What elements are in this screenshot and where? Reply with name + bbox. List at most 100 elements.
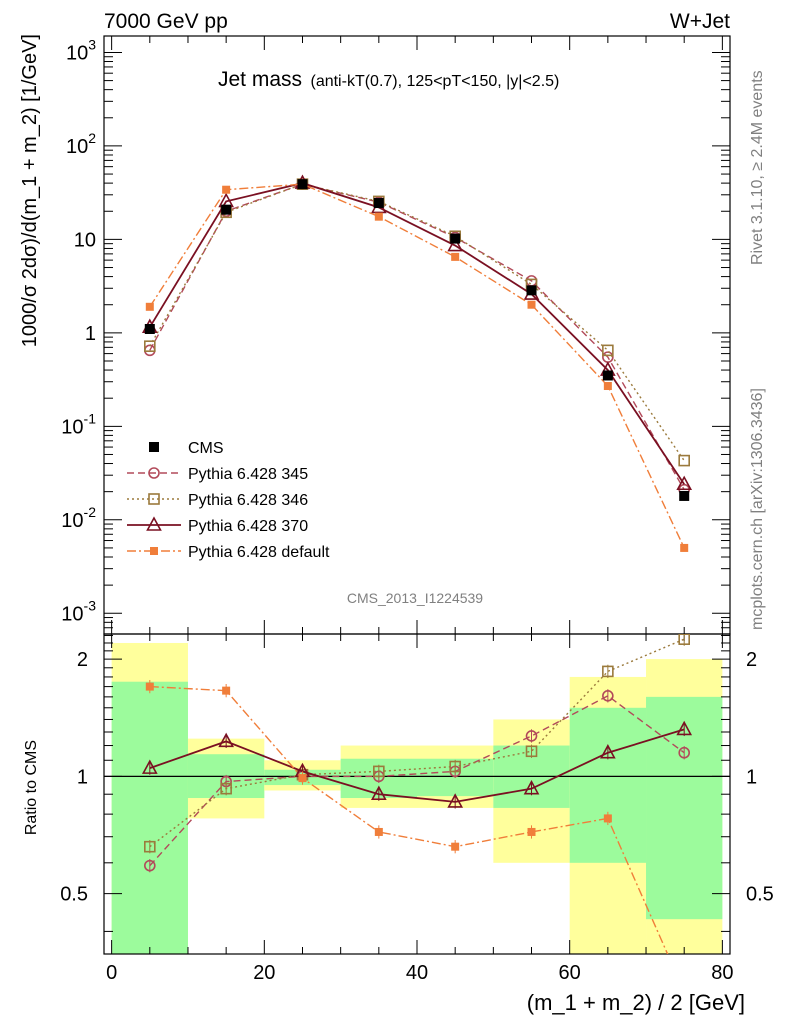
y-tick-base: 10 [61, 510, 83, 532]
cms-marker [297, 179, 308, 190]
x-tick-label: 80 [711, 962, 733, 984]
p370-line [149, 182, 685, 485]
x-tick-label: 20 [253, 962, 275, 984]
y-tick-label: 103 [66, 36, 96, 64]
p346-ratio-line [149, 638, 685, 848]
watermark: CMS_2013_I1224539 [347, 590, 483, 606]
p346-line [149, 183, 685, 461]
x-tick-label: 40 [406, 962, 428, 984]
x-axis-label: (m_1 + m_2) / 2 [GeV] [527, 990, 745, 1015]
pdef-marker [222, 185, 231, 194]
p345-line [149, 183, 685, 491]
header-left: 7000 GeV pp [104, 10, 228, 33]
y-tick-base: 10 [66, 136, 88, 158]
y-tick-label: 1 [85, 323, 96, 345]
p346-marker [602, 344, 614, 357]
p346-marker [144, 840, 156, 853]
y-tick-exponent: 3 [88, 36, 96, 52]
p345-marker [144, 859, 156, 872]
title-main: Jet mass [218, 68, 302, 91]
y-tick-exponent: -3 [84, 597, 97, 613]
y-tick-exponent: 2 [88, 130, 96, 146]
pdef-ratio-line [149, 685, 669, 954]
p370-marker [218, 732, 234, 748]
cms-marker [602, 370, 613, 381]
y-tick-label: 10-2 [61, 504, 96, 532]
pdef-marker [451, 842, 460, 851]
pdef-marker [451, 252, 460, 261]
pdef-marker [145, 302, 154, 311]
band-green [569, 707, 647, 863]
p370-marker [676, 475, 693, 491]
header-right: W+Jet [670, 10, 730, 33]
ratio-tick-label: 1 [77, 766, 88, 788]
y-tick-label: 10-3 [61, 597, 96, 625]
p370-ratio-line [149, 728, 685, 803]
p346-marker [449, 760, 461, 773]
p370-marker [600, 744, 616, 759]
cms-marker [450, 233, 461, 244]
pdef-marker [298, 774, 307, 783]
p370-marker [523, 779, 540, 795]
y-tick-base: 10 [61, 603, 83, 625]
pdef-marker [603, 382, 612, 391]
p345-marker [148, 467, 160, 479]
x-tick-label: 60 [559, 962, 581, 984]
p346-marker [602, 665, 614, 678]
p345-marker [602, 690, 614, 702]
ratio-tick-label: 0.5 [60, 884, 88, 906]
pdef-marker [374, 827, 383, 836]
cms-marker [144, 323, 155, 334]
y-tick-label: 102 [66, 130, 96, 158]
legend-label-cms: CMS [188, 440, 224, 457]
pdef-marker [150, 547, 158, 555]
y-tick-exponent: -1 [84, 410, 97, 426]
cms-marker [373, 198, 384, 209]
rivet-label: Rivet 3.1.10, ≥ 2.4M events [749, 70, 766, 265]
cms-marker [221, 204, 232, 215]
legend-label-p345: Pythia 6.428 345 [188, 466, 308, 483]
ratio-tick-label-right: 1 [746, 766, 757, 788]
ratio-tick-label: 2 [77, 649, 88, 671]
p370-marker [447, 793, 464, 808]
ratio-axis-label: Ratio to CMS [23, 740, 40, 835]
pdef-marker [527, 827, 536, 836]
legend-label-p370: Pythia 6.428 370 [188, 518, 308, 535]
plot-title: Jet mass (anti-kT(0.7), 125<pT<150, |y|<… [218, 68, 559, 91]
p346-marker [678, 454, 690, 467]
main-series [141, 174, 693, 552]
pdef-marker [680, 543, 689, 552]
ratio-tick-label-right: 2 [746, 649, 757, 671]
pdef-marker [527, 300, 536, 309]
p345-marker [678, 746, 690, 759]
y-tick-base: 10 [61, 416, 83, 438]
p345-marker [525, 730, 538, 742]
y-axis-label: 1000/σ 2dσ)/d(m_1 + m_2) [1/GeV] [19, 34, 41, 347]
title-sub: (anti-kT(0.7), 125<pT<150, |y|<2.5) [310, 73, 559, 90]
y-tick-label: 10-1 [61, 410, 96, 438]
ratio-series [141, 634, 693, 954]
y-tick-label: 10 [74, 229, 96, 251]
legend-label-p346: Pythia 6.428 346 [188, 492, 308, 509]
p346-marker [678, 634, 690, 645]
p345-ratio-line [149, 694, 685, 867]
y-tick-exponent: -2 [84, 504, 97, 520]
y-tick-base: 10 [66, 42, 88, 64]
legend-label-pdef: Pythia 6.428 default [188, 544, 330, 561]
mcplots-label: mcplots.cern.ch [arXiv:1306.3436] [749, 388, 766, 630]
cms-marker [149, 442, 159, 452]
p346-marker [220, 782, 232, 795]
p370-marker [370, 785, 387, 801]
p370-marker [447, 236, 464, 252]
pdef-line [149, 183, 685, 549]
band-green [111, 681, 188, 954]
pdef-marker [603, 814, 612, 823]
pdef-marker [222, 686, 231, 695]
x-tick-label: 0 [106, 962, 117, 984]
p370-marker [676, 720, 693, 736]
p346-marker [525, 745, 538, 758]
p346-marker [144, 340, 156, 352]
ratio-tick-label-right: 0.5 [746, 884, 774, 906]
p370-marker [146, 516, 162, 531]
